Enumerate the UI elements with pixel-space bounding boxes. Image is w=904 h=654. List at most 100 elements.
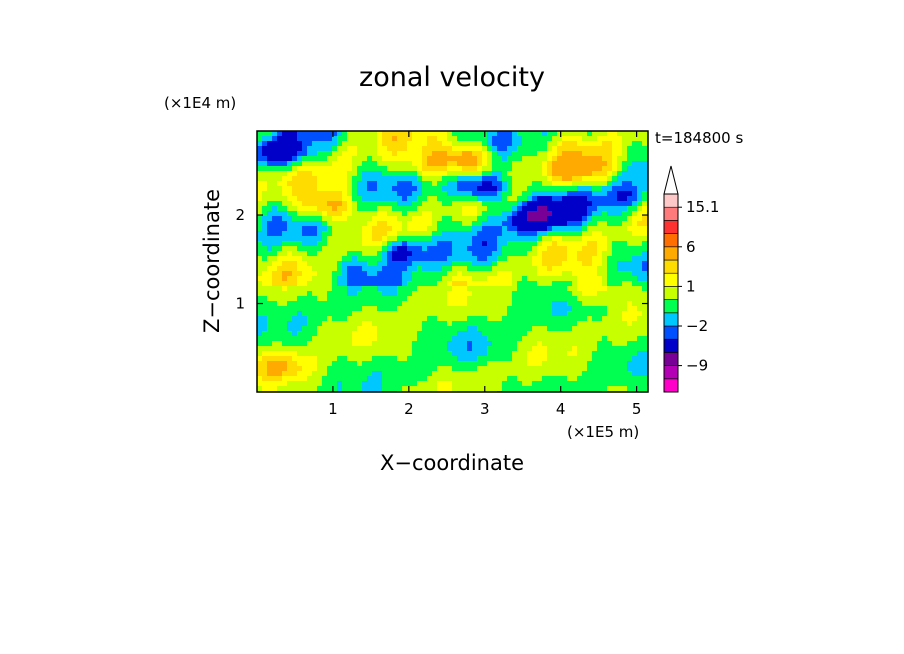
field-cell (302, 216, 308, 222)
field-cell (557, 231, 563, 237)
field-cell (357, 231, 363, 237)
field-cell (492, 201, 498, 207)
field-cell (612, 331, 618, 337)
field-cell (547, 286, 553, 292)
field-cell (642, 286, 648, 292)
field-cell (547, 151, 553, 157)
field-cell (347, 256, 353, 262)
field-cell (552, 271, 558, 277)
field-cell (437, 251, 443, 257)
field-cell (412, 236, 418, 242)
field-cell (587, 181, 593, 187)
field-cell (407, 131, 413, 137)
field-cell (342, 186, 348, 192)
field-cell (612, 216, 618, 222)
field-cell (597, 156, 603, 162)
field-cell (582, 356, 588, 362)
field-cell (587, 276, 593, 282)
field-cell (462, 306, 468, 312)
field-cell (387, 226, 393, 232)
field-cell (532, 276, 538, 282)
field-cell (357, 141, 363, 147)
field-cell (297, 341, 303, 347)
field-cell (392, 191, 398, 197)
field-cell (567, 201, 573, 207)
field-cell (387, 386, 393, 392)
field-cell (267, 176, 273, 182)
field-cell (262, 151, 268, 157)
field-cell (602, 151, 608, 157)
field-cell (282, 216, 288, 222)
field-cell (597, 201, 603, 207)
field-cell (442, 241, 448, 247)
field-cell (447, 361, 453, 367)
field-cell (487, 241, 493, 247)
field-cell (437, 136, 443, 142)
field-cell (277, 206, 283, 212)
field-cell (572, 301, 578, 307)
field-cell (542, 251, 548, 257)
field-cell (622, 271, 628, 277)
field-cell (547, 296, 553, 302)
field-cell (257, 386, 263, 392)
field-cell (327, 221, 333, 227)
field-cell (617, 226, 623, 232)
field-cell (382, 131, 388, 137)
field-cell (377, 221, 383, 227)
field-cell (352, 291, 358, 297)
field-cell (632, 251, 638, 257)
field-cell (602, 311, 608, 317)
field-cell (527, 301, 533, 307)
field-cell (412, 386, 418, 392)
field-cell (502, 286, 508, 292)
field-cell (562, 381, 568, 387)
field-cell (512, 341, 518, 347)
field-cell (382, 316, 388, 322)
field-cell (607, 301, 613, 307)
y-tick-label: 1 (235, 295, 245, 313)
field-cell (537, 156, 543, 162)
field-cell (642, 216, 648, 222)
y-axis-unit: (×1E4 m) (164, 94, 236, 112)
field-cell (357, 221, 363, 227)
field-cell (447, 311, 453, 317)
field-cell (592, 386, 598, 392)
field-cell (427, 221, 433, 227)
field-cell (482, 256, 488, 262)
colorbar-segment (663, 233, 679, 248)
field-cell (517, 281, 523, 287)
field-cell (522, 176, 528, 182)
field-cell (607, 181, 613, 187)
field-cell (577, 256, 583, 262)
field-cell (302, 176, 308, 182)
field-cell (497, 296, 503, 302)
field-cell (442, 366, 448, 372)
field-cell (377, 276, 383, 282)
field-cell (637, 336, 643, 342)
field-cell (422, 336, 428, 342)
field-cell (452, 261, 458, 267)
field-cell (457, 141, 463, 147)
field-cell (327, 386, 333, 392)
field-cell (322, 136, 328, 142)
field-cell (512, 286, 518, 292)
field-cell (427, 201, 433, 207)
field-cell (442, 131, 448, 137)
field-cell (357, 361, 363, 367)
field-cell (297, 171, 303, 177)
field-cell (602, 131, 608, 137)
field-cell (347, 361, 353, 367)
field-cell (297, 236, 303, 242)
field-cell (517, 226, 523, 232)
field-cell (382, 161, 388, 167)
field-cell (547, 321, 553, 327)
field-cell (462, 131, 468, 137)
field-cell (337, 176, 343, 182)
field-cell (397, 191, 403, 197)
field-cell (642, 166, 648, 172)
field-cell (277, 291, 283, 297)
field-cell (272, 311, 278, 317)
field-cell (587, 376, 593, 382)
field-cell (482, 316, 488, 322)
field-cell (292, 281, 298, 287)
